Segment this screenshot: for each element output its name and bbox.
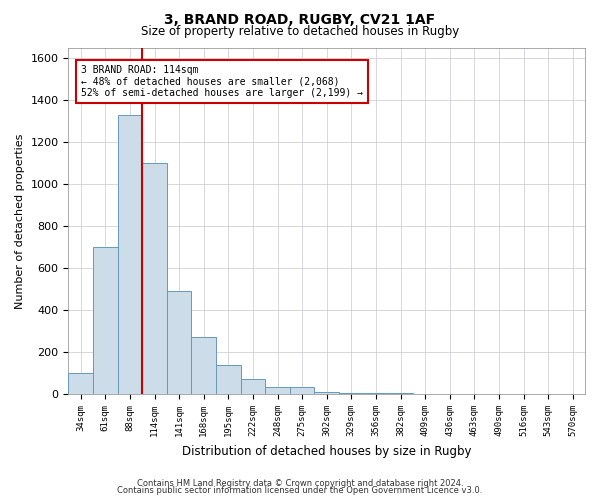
Bar <box>167 291 191 394</box>
Bar <box>241 380 265 394</box>
Bar <box>118 114 142 394</box>
Text: 3, BRAND ROAD, RUGBY, CV21 1AF: 3, BRAND ROAD, RUGBY, CV21 1AF <box>164 12 436 26</box>
Bar <box>290 387 314 394</box>
Bar <box>142 163 167 394</box>
Bar <box>314 392 339 394</box>
Text: Size of property relative to detached houses in Rugby: Size of property relative to detached ho… <box>141 25 459 38</box>
Bar <box>216 365 241 394</box>
Bar <box>93 247 118 394</box>
Bar <box>388 393 413 394</box>
Text: 3 BRAND ROAD: 114sqm
← 48% of detached houses are smaller (2,068)
52% of semi-de: 3 BRAND ROAD: 114sqm ← 48% of detached h… <box>81 64 363 98</box>
Bar <box>265 387 290 394</box>
X-axis label: Distribution of detached houses by size in Rugby: Distribution of detached houses by size … <box>182 444 472 458</box>
Bar <box>68 373 93 394</box>
Bar <box>191 338 216 394</box>
Bar <box>339 393 364 394</box>
Text: Contains HM Land Registry data © Crown copyright and database right 2024.: Contains HM Land Registry data © Crown c… <box>137 478 463 488</box>
Text: Contains public sector information licensed under the Open Government Licence v3: Contains public sector information licen… <box>118 486 482 495</box>
Y-axis label: Number of detached properties: Number of detached properties <box>15 133 25 308</box>
Bar <box>364 393 388 394</box>
